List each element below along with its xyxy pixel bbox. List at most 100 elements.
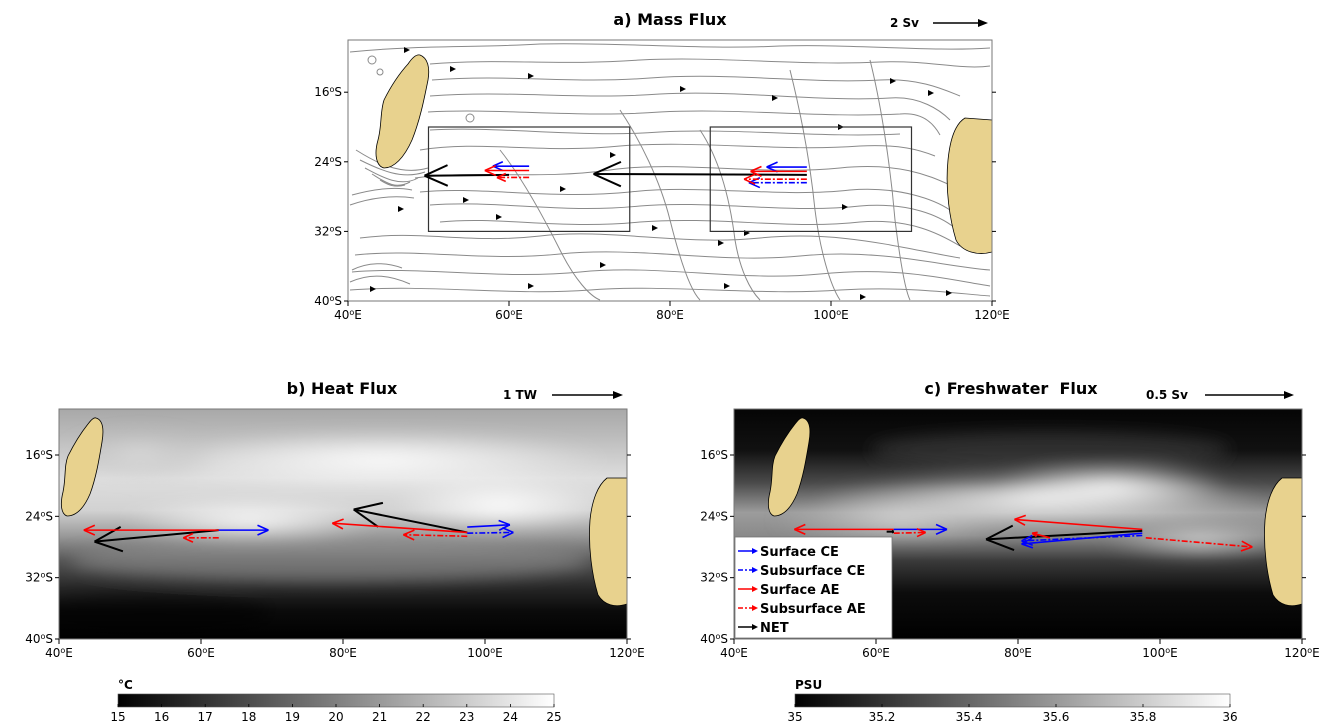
colorbar-tick-label: 35.6: [1043, 710, 1070, 724]
panel-b-title: b) Heat Flux: [287, 379, 398, 398]
panel-b-colorbar: °C 15 16 17 18 19 20 21 22 23 24 25: [110, 678, 561, 724]
panel-2-lon-label: 120oE: [1284, 646, 1319, 661]
panel-1-lat-label: 32oS: [25, 570, 53, 585]
panel-a-scale-label: 2 Sv: [890, 16, 919, 30]
flux-arrow-net: [985, 524, 1143, 552]
panel-2-lon-label: 80oE: [1004, 646, 1032, 661]
flux-arrow-subsurface-ae: [496, 172, 530, 183]
legend-entry: Surface AE: [738, 583, 839, 598]
flux-arrow-subsurface-ae: [743, 173, 807, 185]
flux-arrow-net: [593, 160, 807, 188]
panel-a-region-box: [427, 126, 631, 233]
legend-label: Subsurface CE: [760, 564, 865, 579]
panel-c-axes: 40oE 60oE 80oE 100oE 120oE 16oS 24oS 32oS 40oS: [700, 448, 1320, 661]
panel-a-arrows: [424, 160, 807, 189]
panel-2-lon-label: 40oE: [720, 646, 748, 661]
panel-0-lon-label: 100oE: [813, 308, 848, 323]
flux-arrow-subsurface-ce: [1021, 534, 1143, 547]
panel-2-lat-label: 24oS: [700, 509, 728, 524]
legend-entry: Subsurface CE: [738, 564, 865, 579]
panel-0-lon-label: 40oE: [334, 308, 362, 323]
flux-arrow-subsurface-ae: [1145, 537, 1253, 552]
panel-c-colorbar-unit: PSU: [795, 678, 822, 692]
panel-freshwater-flux: c) Freshwater Flux 0.5 Sv 40oE 60oE 80oE 10…: [700, 379, 1320, 724]
flux-arrow-subsurface-ae: [893, 527, 927, 538]
flux-arrow-net: [886, 529, 895, 534]
panel-a-scale-arrow: [933, 19, 988, 27]
legend-label: Subsurface AE: [760, 602, 866, 617]
colorbar-tick-label: 25: [546, 710, 561, 724]
panel-b-arrows: [83, 501, 514, 553]
colorbar-tick-label: 18: [241, 710, 256, 724]
panel-2-lon-label: 60oE: [862, 646, 890, 661]
panel-a-title: a) Mass Flux: [613, 10, 727, 29]
panel-c-arrows: [794, 514, 1253, 552]
panel-b-colorbar-unit: °C: [118, 678, 133, 692]
colorbar-tick-label: 23: [459, 710, 474, 724]
flux-arrow-subsurface-ae: [403, 529, 468, 541]
panel-0-lat-label: 40oS: [314, 294, 342, 309]
panel-c-scale-label: 0.5 Sv: [1146, 388, 1188, 402]
panel-c-scale-arrow: [1205, 391, 1294, 399]
panel-1-lat-label: 16oS: [25, 448, 53, 463]
colorbar-tick-label: 15: [110, 710, 125, 724]
panel-2-lat-label: 32oS: [700, 570, 728, 585]
panel-0-lat-label: 32oS: [314, 224, 342, 239]
panel-a-boxes: [427, 126, 913, 233]
flux-arrow-surface-ae: [794, 523, 894, 535]
colorbar-tick-label: 35.8: [1130, 710, 1157, 724]
colorbar-tick-label: 35: [787, 710, 802, 724]
panel-c-title: c) Freshwater Flux: [924, 379, 1098, 398]
panel-2-lat-label: 16oS: [700, 448, 728, 463]
colorbar-tick-label: 19: [285, 710, 300, 724]
panel-b-axes: 40oE 60oE 80oE 100oE 120oE 16oS 24oS 32oS 40oS: [25, 448, 645, 661]
panel-0-lon-label: 80oE: [656, 308, 684, 323]
colorbar-tick-label: 35.4: [956, 710, 983, 724]
panel-2-lat-label: 40oS: [700, 632, 728, 647]
colorbar-tick-label: 16: [154, 710, 169, 724]
panel-a-region-box: [709, 126, 913, 233]
legend-entry: Surface CE: [738, 545, 839, 560]
flux-arrow-surface-ae: [1014, 514, 1143, 531]
panel-a-map: [348, 40, 992, 301]
flux-arrow-surface-ae: [750, 165, 807, 177]
flux-arrow-subsurface-ae: [182, 532, 219, 543]
flux-arrow-surface-ce: [218, 524, 269, 536]
panel-1-lon-label: 120oE: [609, 646, 644, 661]
panel-b-land: [60, 417, 627, 607]
colorbar-tick-label: 24: [503, 710, 518, 724]
panel-1-lon-label: 40oE: [45, 646, 73, 661]
legend-entry: NET: [738, 621, 789, 636]
legend-label: Surface AE: [760, 583, 839, 598]
panel-a-land: [375, 54, 992, 254]
panel-1-lon-label: 100oE: [467, 646, 502, 661]
panel-0-lat-label: 16oS: [314, 85, 342, 100]
colorbar-tick-label: 17: [198, 710, 213, 724]
panel-1-lon-label: 80oE: [329, 646, 357, 661]
panel-0-lon-label: 60oE: [495, 308, 523, 323]
panel-heat-flux: b) Heat Flux 1 TW 40oE 60oE 80oE 100oE 120o: [25, 379, 645, 724]
panel-1-lat-label: 24oS: [25, 509, 53, 524]
colorbar-tick-label: 21: [372, 710, 387, 724]
panel-c-colorbar: PSU 35 35.2 35.4 35.6 35.8 36: [787, 678, 1237, 724]
legend-label: NET: [760, 621, 789, 636]
flux-arrow-subsurface-ce: [467, 526, 514, 539]
legend-label: Surface CE: [760, 545, 839, 560]
panel-b-scale-label: 1 TW: [503, 388, 537, 402]
colorbar-tick-label: 36: [1222, 710, 1237, 724]
panel-c-land: [767, 417, 1302, 607]
colorbar-tick-label: 35.2: [869, 710, 896, 724]
panel-mass-flux: a) Mass Flux 2 Sv: [314, 10, 1010, 322]
panel-0-lon-label: 120oE: [974, 308, 1009, 323]
flux-arrow-surface-ae: [484, 164, 530, 177]
panel-2-lon-label: 100oE: [1142, 646, 1177, 661]
legend-entry: Subsurface AE: [738, 602, 866, 617]
flux-arrow-surface-ae: [83, 524, 219, 536]
panel-1-lat-label: 40oS: [25, 632, 53, 647]
panel-0-lat-label: 24oS: [314, 154, 342, 169]
flux-arrow-surface-ae: [331, 518, 468, 534]
flux-arrow-net: [353, 501, 468, 534]
colorbar-tick-label: 22: [416, 710, 431, 724]
panel-1-lon-label: 60oE: [187, 646, 215, 661]
